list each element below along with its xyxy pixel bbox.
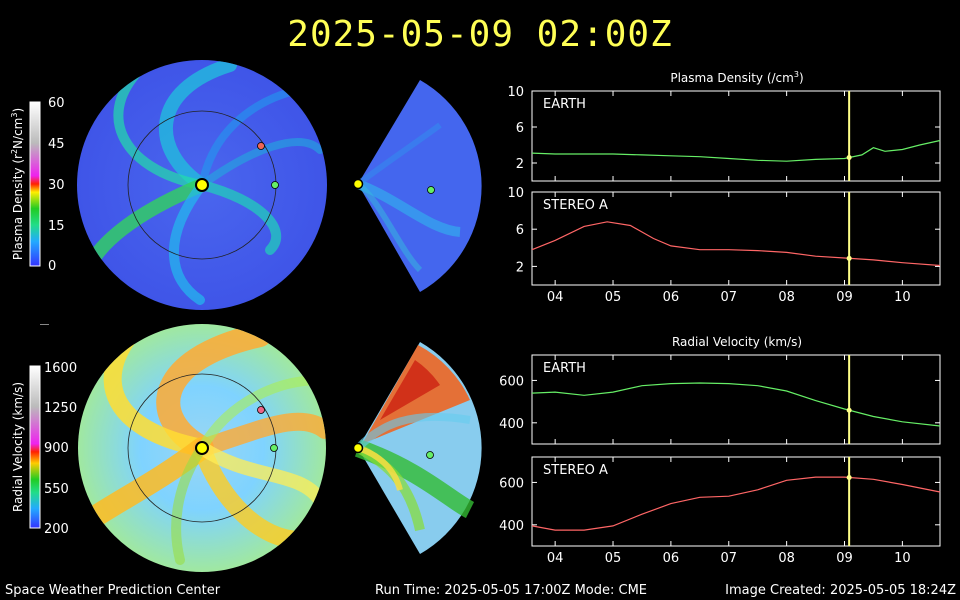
velocity-colorbar: 1600 1250 900 550 200 Radial Velocity (k… bbox=[11, 361, 77, 537]
y-tick-label: 2 bbox=[516, 157, 524, 172]
y-tick-label: 6 bbox=[516, 121, 524, 136]
y-tick-label: 10 bbox=[507, 186, 524, 201]
panel-frame bbox=[531, 191, 941, 286]
density-colorbar: 60 45 30 15 0 Plasma Density (r2N/cm3) bbox=[10, 96, 65, 274]
x-tick-label: 10 bbox=[894, 551, 911, 566]
footer-image-created: Image Created: 2025-05-05 18:24Z bbox=[725, 583, 956, 598]
density-wedge bbox=[352, 80, 482, 292]
density-disk bbox=[77, 60, 327, 310]
velocity-tick-1600: 1600 bbox=[44, 361, 77, 376]
x-tick-label: 04 bbox=[547, 290, 564, 305]
wedge-earth-dot bbox=[427, 186, 435, 194]
density-tick-0: 0 bbox=[48, 259, 56, 274]
velocity-wedge-sun-icon bbox=[352, 442, 364, 454]
y-tick-label: 10 bbox=[507, 85, 524, 100]
velocity-colorbar-label: Radial Velocity (km/s) bbox=[11, 382, 25, 512]
density-chart-title: Plasma Density (/cm3) bbox=[670, 70, 803, 85]
footer-org: Space Weather Prediction Center bbox=[5, 583, 221, 598]
series-line bbox=[531, 476, 941, 531]
panel-label: EARTH bbox=[543, 97, 586, 112]
x-tick-label: 05 bbox=[605, 551, 622, 566]
velocity-earth-panel: EARTH 600 400 bbox=[499, 354, 941, 445]
panel-frame bbox=[531, 90, 941, 182]
velocity-wedge-earth-dot bbox=[426, 451, 434, 459]
series-line bbox=[531, 382, 941, 427]
y-tick-label: 600 bbox=[499, 374, 524, 389]
current-time-point bbox=[846, 155, 852, 161]
timestamp-title: 2025-05-09 02:00Z bbox=[287, 14, 673, 55]
current-time-point bbox=[846, 407, 852, 413]
density-stereo-a-panel: STEREO A 10 6 2 04 05 06 07 08 09 10 bbox=[507, 186, 941, 305]
panel-label: STEREO A bbox=[543, 463, 608, 478]
y-tick-label: 400 bbox=[499, 519, 524, 534]
density-tick-60: 60 bbox=[48, 96, 65, 111]
y-tick-label: 400 bbox=[499, 417, 524, 432]
panel-label: STEREO A bbox=[543, 198, 608, 213]
y-tick-label: 6 bbox=[516, 223, 524, 238]
current-time-point bbox=[846, 255, 852, 261]
x-tick-label: 06 bbox=[663, 551, 680, 566]
wedge-sun-icon bbox=[352, 178, 364, 190]
velocity-tick-550: 550 bbox=[44, 482, 69, 497]
sun-icon bbox=[195, 178, 209, 192]
velocity-tick-1250: 1250 bbox=[44, 401, 77, 416]
velocity-wedge bbox=[352, 342, 482, 554]
x-tick-label: 08 bbox=[778, 551, 795, 566]
series-line bbox=[531, 221, 941, 267]
y-tick-label: 600 bbox=[499, 476, 524, 491]
velocity-sun-icon bbox=[195, 441, 209, 455]
stereo-a-dot bbox=[257, 142, 265, 150]
velocity-stereo-a-dot bbox=[257, 406, 265, 414]
x-tick-label: 07 bbox=[720, 551, 737, 566]
panel-frame bbox=[531, 456, 941, 547]
velocity-tick-900: 900 bbox=[44, 441, 69, 456]
density-tick-45: 45 bbox=[48, 137, 65, 152]
x-tick-label: 07 bbox=[720, 290, 737, 305]
y-tick-label: 2 bbox=[516, 260, 524, 275]
velocity-stereo-a-panel: STEREO A 600 400 04 05 06 07 08 09 10 bbox=[499, 456, 941, 566]
density-colorbar-label: Plasma Density (r2N/cm3) bbox=[10, 108, 25, 260]
divider-dash bbox=[40, 324, 49, 325]
velocity-disk bbox=[78, 324, 326, 572]
current-time-point bbox=[846, 474, 852, 480]
panel-label: EARTH bbox=[543, 361, 586, 376]
density-tick-15: 15 bbox=[48, 219, 65, 234]
series-line bbox=[531, 139, 941, 162]
velocity-earth-dot bbox=[270, 444, 278, 452]
density-earth-panel: EARTH 10 6 2 bbox=[507, 85, 941, 182]
x-tick-label: 09 bbox=[836, 290, 853, 305]
x-tick-label: 05 bbox=[605, 290, 622, 305]
velocity-tick-200: 200 bbox=[44, 522, 69, 537]
x-tick-label: 06 bbox=[663, 290, 680, 305]
panel-frame bbox=[531, 354, 941, 445]
earth-dot bbox=[271, 181, 279, 189]
x-tick-label: 08 bbox=[778, 290, 795, 305]
velocity-chart-title: Radial Velocity (km/s) bbox=[672, 335, 802, 349]
x-tick-label: 04 bbox=[547, 551, 564, 566]
x-tick-label: 09 bbox=[836, 551, 853, 566]
x-tick-label: 10 bbox=[894, 290, 911, 305]
density-tick-30: 30 bbox=[48, 178, 65, 193]
footer-run-time: Run Time: 2025-05-05 17:00Z Mode: CME bbox=[375, 583, 648, 598]
